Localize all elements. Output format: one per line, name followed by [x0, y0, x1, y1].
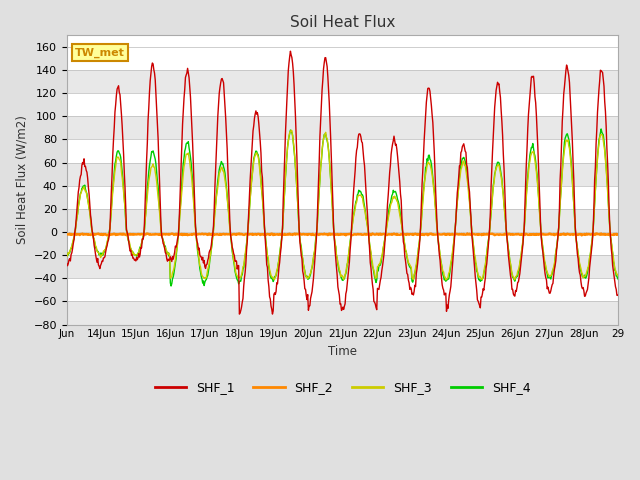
- Bar: [67, 47, 618, 70]
- Bar: [67, 93, 618, 116]
- Bar: [67, 301, 618, 324]
- Title: Soil Heat Flux: Soil Heat Flux: [290, 15, 396, 30]
- X-axis label: Time: Time: [328, 345, 357, 358]
- Text: TW_met: TW_met: [75, 48, 125, 58]
- Y-axis label: Soil Heat Flux (W/m2): Soil Heat Flux (W/m2): [15, 116, 28, 244]
- Bar: [67, 255, 618, 278]
- Bar: [67, 140, 618, 163]
- Bar: [67, 163, 618, 186]
- Bar: [67, 278, 618, 301]
- Bar: [67, 70, 618, 93]
- Legend: SHF_1, SHF_2, SHF_3, SHF_4: SHF_1, SHF_2, SHF_3, SHF_4: [150, 376, 536, 399]
- Bar: [67, 116, 618, 140]
- Bar: [67, 186, 618, 209]
- Bar: [67, 232, 618, 255]
- Bar: [67, 209, 618, 232]
